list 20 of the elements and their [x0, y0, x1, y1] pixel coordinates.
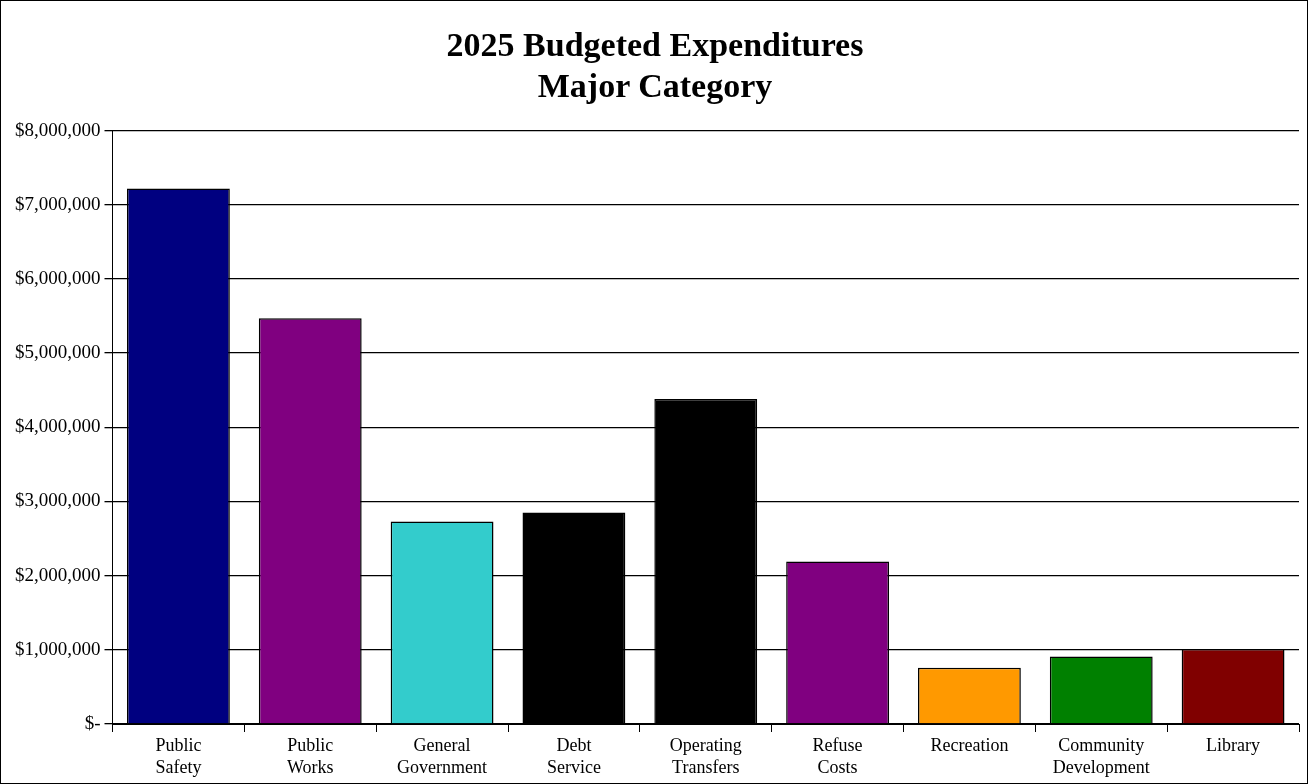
y-tick-label: $7,000,000: [15, 192, 101, 214]
y-tick-label: $3,000,000: [15, 489, 101, 511]
x-tick-label: General Government: [397, 734, 488, 778]
y-tick-label: $5,000,000: [15, 341, 101, 363]
x-tick-label: Library: [1206, 734, 1261, 755]
x-tick-label: Community Development: [1052, 734, 1150, 778]
y-tick-label: $6,000,000: [15, 266, 101, 288]
y-tick-label: $4,000,000: [15, 415, 101, 437]
x-tick-label: Debt Service: [546, 734, 601, 778]
x-tick-label: Operating Transfers: [669, 734, 742, 778]
x-tick-label: Recreation: [930, 734, 1009, 755]
y-tick-label: $-: [84, 711, 101, 733]
x-tick-label: Refuse Costs: [812, 734, 863, 778]
y-tick-label: $1,000,000: [15, 637, 101, 659]
chart-subtitle: Major Category: [537, 66, 773, 104]
y-tick-label: $8,000,000: [15, 118, 101, 140]
y-tick-label: $2,000,000: [15, 563, 101, 585]
x-tick-label: Public Safety: [155, 734, 202, 778]
x-tick-label: Public Works: [286, 734, 334, 778]
chart-title: 2025 Budgeted Expenditures: [446, 26, 864, 64]
